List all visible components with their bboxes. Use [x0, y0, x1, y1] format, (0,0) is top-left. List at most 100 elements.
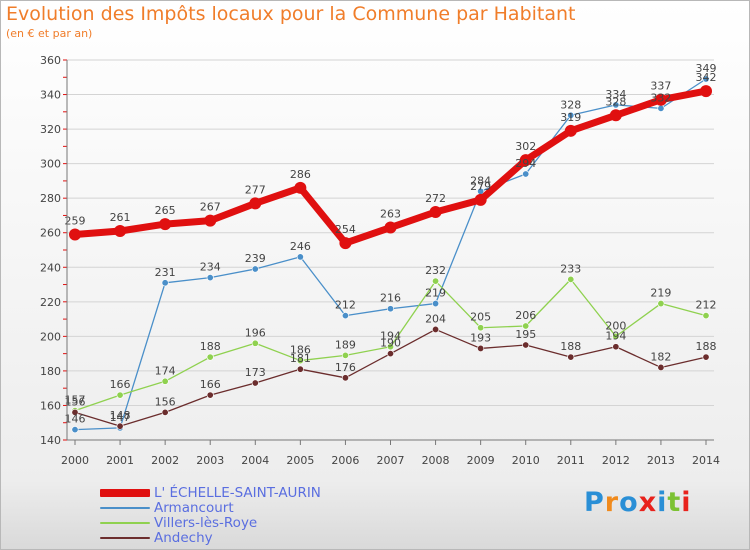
data-label: 334 [605, 88, 626, 101]
data-label: 204 [425, 312, 446, 325]
legend-swatch [100, 522, 150, 524]
data-point [474, 193, 487, 206]
x-tick-label: 2003 [196, 454, 224, 467]
data-point [567, 111, 575, 119]
data-point [657, 300, 665, 308]
data-point [339, 237, 352, 250]
data-label: 259 [65, 214, 86, 227]
data-label: 263 [380, 208, 401, 221]
y-tick-label: 180 [40, 365, 61, 378]
x-tick-label: 2000 [61, 454, 89, 467]
data-label: 294 [515, 157, 536, 170]
data-label: 173 [245, 366, 266, 379]
legend-label: L' ÉCHELLE-SAINT-AURIN [154, 485, 321, 501]
data-point [71, 426, 79, 434]
data-label: 186 [290, 344, 311, 357]
data-point [204, 214, 217, 227]
logo-letter: t [667, 487, 682, 518]
data-label: 212 [696, 299, 717, 312]
data-point [114, 225, 127, 237]
data-point [294, 181, 307, 194]
data-point [432, 300, 440, 308]
legend-label: Villers-lès-Roye [154, 515, 258, 531]
legend-item: Armancourt [100, 500, 400, 516]
data-label: 254 [335, 223, 356, 236]
logo-letter: i [657, 487, 668, 518]
data-label: 219 [650, 287, 671, 300]
data-label: 342 [696, 71, 717, 84]
y-tick-label: 300 [40, 158, 61, 171]
y-tick-label: 280 [40, 192, 61, 205]
data-label: 166 [110, 378, 131, 391]
y-tick-label: 260 [40, 227, 61, 240]
legend-item: Villers-lès-Roye [100, 515, 400, 531]
data-point [206, 353, 214, 361]
legend-swatch [100, 489, 150, 497]
x-tick-label: 2004 [241, 454, 269, 467]
data-point [341, 351, 349, 359]
data-label: 156 [155, 395, 176, 408]
logo-letter: x [638, 487, 658, 518]
data-label: 212 [335, 299, 356, 312]
data-point [564, 124, 577, 137]
data-point [432, 277, 440, 285]
data-label: 190 [380, 337, 401, 350]
data-point [341, 374, 349, 382]
chart-subtitle: (en € et par an) [6, 27, 93, 40]
data-point [69, 228, 81, 241]
x-tick-label: 2006 [331, 454, 359, 467]
data-label: 277 [245, 183, 266, 196]
data-point [116, 422, 124, 430]
legend-label: Armancourt [154, 500, 234, 516]
data-point [159, 218, 172, 231]
data-label: 189 [335, 338, 356, 351]
data-point [432, 325, 440, 333]
data-label: 194 [605, 330, 626, 343]
series-layer [69, 75, 712, 434]
data-label: 157 [65, 394, 86, 407]
data-label: 188 [696, 340, 717, 353]
data-label: 196 [245, 326, 266, 339]
data-label: 200 [605, 319, 626, 332]
data-point [522, 341, 530, 349]
legend-label: Andechy [154, 530, 213, 546]
x-tick-label: 2007 [377, 454, 405, 467]
data-point [654, 93, 667, 106]
data-point [702, 75, 710, 83]
logo-letter: P [584, 487, 605, 518]
data-point [519, 154, 532, 167]
data-point [71, 408, 79, 416]
data-label: 239 [245, 252, 266, 265]
data-label: 181 [290, 352, 311, 365]
data-point [206, 274, 214, 282]
data-label: 156 [65, 395, 86, 408]
data-label: 147 [110, 411, 131, 424]
data-point [429, 206, 442, 218]
data-point [522, 170, 530, 178]
data-point [251, 379, 259, 387]
data-label: 284 [470, 174, 491, 187]
data-point [609, 109, 622, 122]
data-point [161, 279, 169, 287]
data-label: 148 [110, 409, 131, 422]
axis-layer: 140 160 180 200 220 240 260 280 300 320 340 360 2000… [40, 54, 720, 467]
x-tick-label: 2009 [467, 454, 495, 467]
data-point [384, 221, 397, 234]
data-label: 188 [200, 340, 221, 353]
data-label: 267 [200, 201, 221, 214]
data-label: 166 [200, 378, 221, 391]
data-point [477, 344, 485, 352]
grid-layer [67, 59, 714, 441]
legend-swatch [100, 507, 150, 509]
y-tick-label: 320 [40, 123, 61, 136]
proxiti-logo: Proxiti [584, 487, 692, 518]
data-label: 328 [605, 95, 626, 108]
data-label: 176 [335, 361, 356, 374]
data-point [702, 312, 710, 320]
legend-item: Andechy [100, 530, 400, 546]
logo-letter: r [604, 487, 620, 518]
data-label: 182 [650, 350, 671, 363]
data-label: 188 [560, 340, 581, 353]
